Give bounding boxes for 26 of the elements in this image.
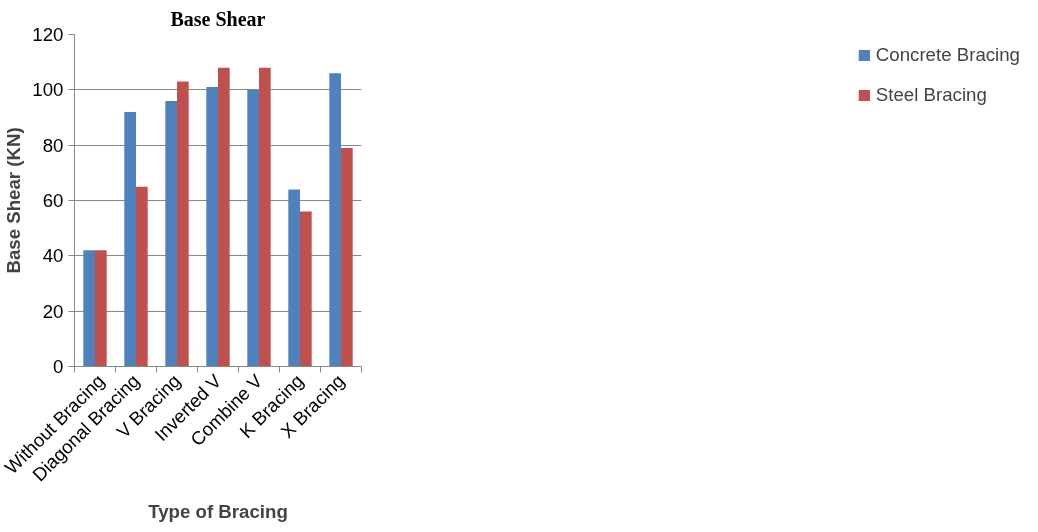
bar xyxy=(218,67,230,367)
y-tick-label: 40 xyxy=(42,245,64,267)
legend-label: Steel Bracing xyxy=(875,84,987,106)
bar xyxy=(165,100,177,367)
bar xyxy=(329,73,341,367)
y-tick-label: 100 xyxy=(32,79,64,101)
legend-label: Concrete Bracing xyxy=(875,44,1020,66)
bar xyxy=(83,250,95,367)
bar xyxy=(206,87,218,367)
chart-title: Base Shear xyxy=(170,7,266,30)
bar xyxy=(247,89,259,367)
bar xyxy=(288,189,300,367)
y-tick-label: 80 xyxy=(42,134,64,156)
y-axis-title: Base Shear (KN) xyxy=(3,127,25,274)
bar xyxy=(341,147,353,367)
bar xyxy=(124,111,136,367)
y-tick-label: 120 xyxy=(32,24,64,45)
bar xyxy=(300,211,312,367)
y-tick-label: 20 xyxy=(42,300,64,322)
y-tick-label: 0 xyxy=(53,356,64,377)
y-tick-label: 60 xyxy=(42,190,64,211)
x-axis-title: Type of Bracing xyxy=(148,500,288,522)
bar xyxy=(259,67,271,367)
bar xyxy=(95,250,107,367)
bar xyxy=(177,81,189,367)
bar xyxy=(136,186,148,367)
